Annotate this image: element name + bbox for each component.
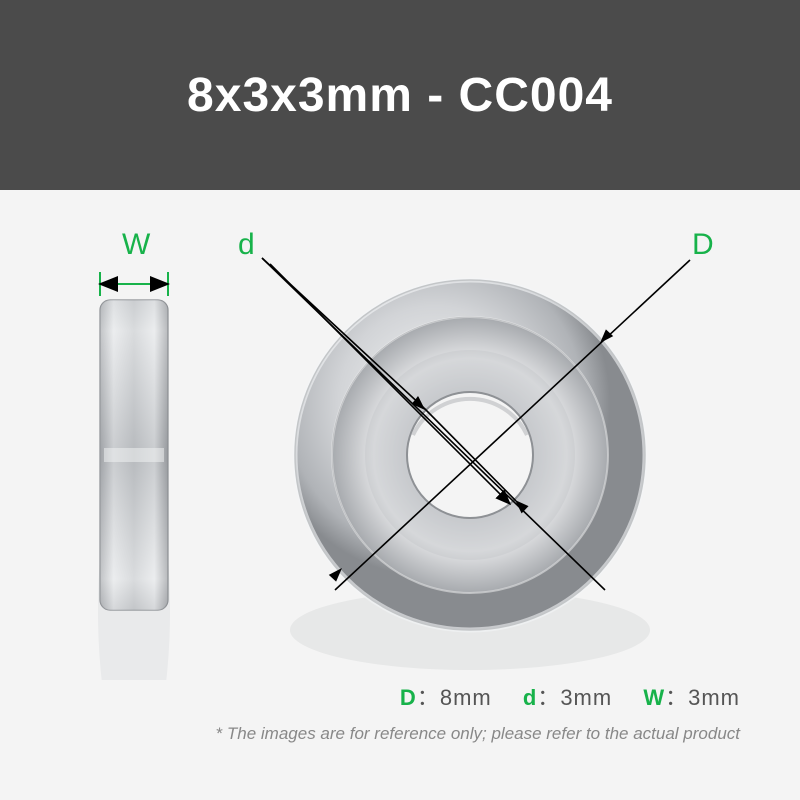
dim-d-label: d (523, 685, 537, 710)
dim-d-value: 3mm (560, 685, 612, 710)
disclaimer-text: * The images are for reference only; ple… (0, 724, 740, 744)
label-D: D (692, 228, 714, 262)
dimensions-line: D：8mm d：3mm W：3mm (0, 680, 740, 712)
dim-D-value: 8mm (440, 685, 492, 710)
dim-D-label: D (400, 685, 417, 710)
dim-W-label: W (643, 685, 665, 710)
header-bar: 8x3x3mm - CC004 (0, 0, 800, 190)
sideview-svg (0, 190, 800, 680)
product-title: 8x3x3mm - CC004 (187, 68, 613, 123)
bottom-info: D：8mm d：3mm W：3mm * The images are for r… (0, 680, 800, 744)
side-view (98, 300, 170, 680)
dim-W-value: 3mm (688, 685, 740, 710)
diagram-area: W d D (0, 190, 800, 680)
label-W: W (122, 228, 150, 262)
label-d: d (238, 228, 255, 262)
w-dimension (100, 272, 168, 296)
